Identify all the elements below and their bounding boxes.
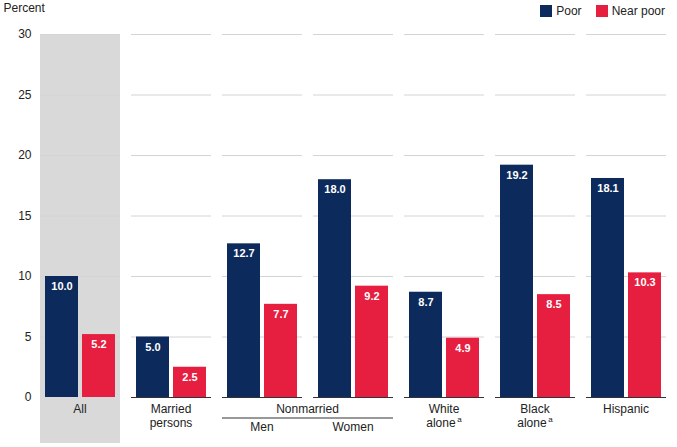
svg-text:Nonmarried: Nonmarried [276,402,339,416]
svg-text:19.2: 19.2 [506,169,527,181]
svg-text:10.3: 10.3 [634,276,655,288]
html-text:Near poor: Near poor [611,4,665,18]
svg-text:Percent: Percent [4,1,46,15]
svg-text:Hispanic: Hispanic [603,402,649,416]
svg-text:All: All [73,402,86,416]
svg-text:2.5: 2.5 [182,371,197,383]
html-text:Poor: Poor [556,4,582,18]
svg-text:12.7: 12.7 [233,247,254,259]
svg-text:18.0: 18.0 [324,183,345,195]
svg-text:7.7: 7.7 [273,308,288,320]
svg-text:25: 25 [18,88,32,102]
svg-text:0: 0 [25,390,32,404]
svg-text:Blackalone a: Blackalone a [517,402,553,430]
svg-text:10: 10 [18,269,32,283]
svg-text:9.2: 9.2 [364,290,379,302]
svg-text:15: 15 [18,209,32,223]
svg-text:4.9: 4.9 [455,342,470,354]
svg-text:5.0: 5.0 [145,341,160,353]
svg-text:5.2: 5.2 [91,338,106,350]
svg-text:Whitealone a: Whitealone a [426,402,462,430]
svg-text:Men: Men [250,420,273,434]
svg-text:18.1: 18.1 [597,182,618,194]
svg-text:5: 5 [25,330,32,344]
svg-text:30: 30 [18,27,32,41]
svg-text:8.5: 8.5 [546,298,561,310]
svg-text:10.0: 10.0 [51,280,72,292]
svg-text:Women: Women [332,420,373,434]
svg-text:8.7: 8.7 [418,296,433,308]
svg-text:Marriedpersons: Marriedpersons [150,402,193,430]
svg-text:20: 20 [18,148,32,162]
